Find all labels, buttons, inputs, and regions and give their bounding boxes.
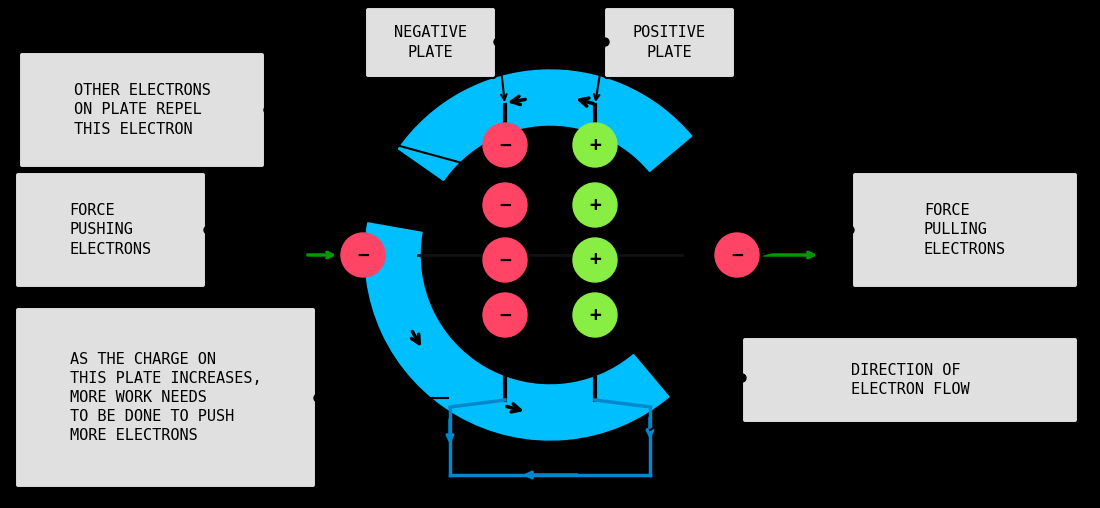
FancyBboxPatch shape xyxy=(15,172,206,288)
Circle shape xyxy=(483,123,527,167)
FancyBboxPatch shape xyxy=(19,52,265,168)
Circle shape xyxy=(573,123,617,167)
Text: FORCE
PUSHING
ELECTRONS: FORCE PUSHING ELECTRONS xyxy=(69,203,152,257)
Circle shape xyxy=(846,226,854,234)
Text: POSITIVE
PLATE: POSITIVE PLATE xyxy=(632,25,706,59)
Circle shape xyxy=(715,233,759,277)
Text: −: − xyxy=(732,245,742,265)
Text: FORCE
PULLING
ELECTRONS: FORCE PULLING ELECTRONS xyxy=(924,203,1007,257)
Circle shape xyxy=(483,293,527,337)
FancyBboxPatch shape xyxy=(15,307,316,488)
Text: +: + xyxy=(590,136,601,154)
Circle shape xyxy=(204,226,212,234)
Text: +: + xyxy=(590,305,601,325)
Text: −: − xyxy=(499,250,510,270)
Text: −: − xyxy=(499,196,510,214)
Circle shape xyxy=(483,238,527,282)
FancyBboxPatch shape xyxy=(742,337,1078,423)
Circle shape xyxy=(573,238,617,282)
Text: AS THE CHARGE ON
THIS PLATE INCREASES,
MORE WORK NEEDS
TO BE DONE TO PUSH
MORE E: AS THE CHARGE ON THIS PLATE INCREASES, M… xyxy=(69,352,262,443)
FancyBboxPatch shape xyxy=(604,7,735,78)
Circle shape xyxy=(264,106,272,114)
Text: −: − xyxy=(499,136,510,154)
Circle shape xyxy=(494,38,502,46)
Text: −: − xyxy=(358,245,368,265)
FancyBboxPatch shape xyxy=(852,172,1078,288)
Text: NEGATIVE
PLATE: NEGATIVE PLATE xyxy=(394,25,468,59)
Text: +: + xyxy=(590,196,601,214)
Wedge shape xyxy=(365,223,669,440)
Text: −: − xyxy=(499,305,510,325)
Circle shape xyxy=(314,394,322,402)
Circle shape xyxy=(483,183,527,227)
Circle shape xyxy=(341,233,385,277)
FancyBboxPatch shape xyxy=(365,7,496,78)
Text: +: + xyxy=(590,250,601,270)
Circle shape xyxy=(573,183,617,227)
Text: OTHER ELECTRONS
ON PLATE REPEL
THIS ELECTRON: OTHER ELECTRONS ON PLATE REPEL THIS ELEC… xyxy=(74,83,210,137)
Circle shape xyxy=(601,38,609,46)
Circle shape xyxy=(573,293,617,337)
Text: DIRECTION OF
ELECTRON FLOW: DIRECTION OF ELECTRON FLOW xyxy=(850,363,969,397)
Wedge shape xyxy=(398,70,692,180)
Circle shape xyxy=(738,374,746,382)
